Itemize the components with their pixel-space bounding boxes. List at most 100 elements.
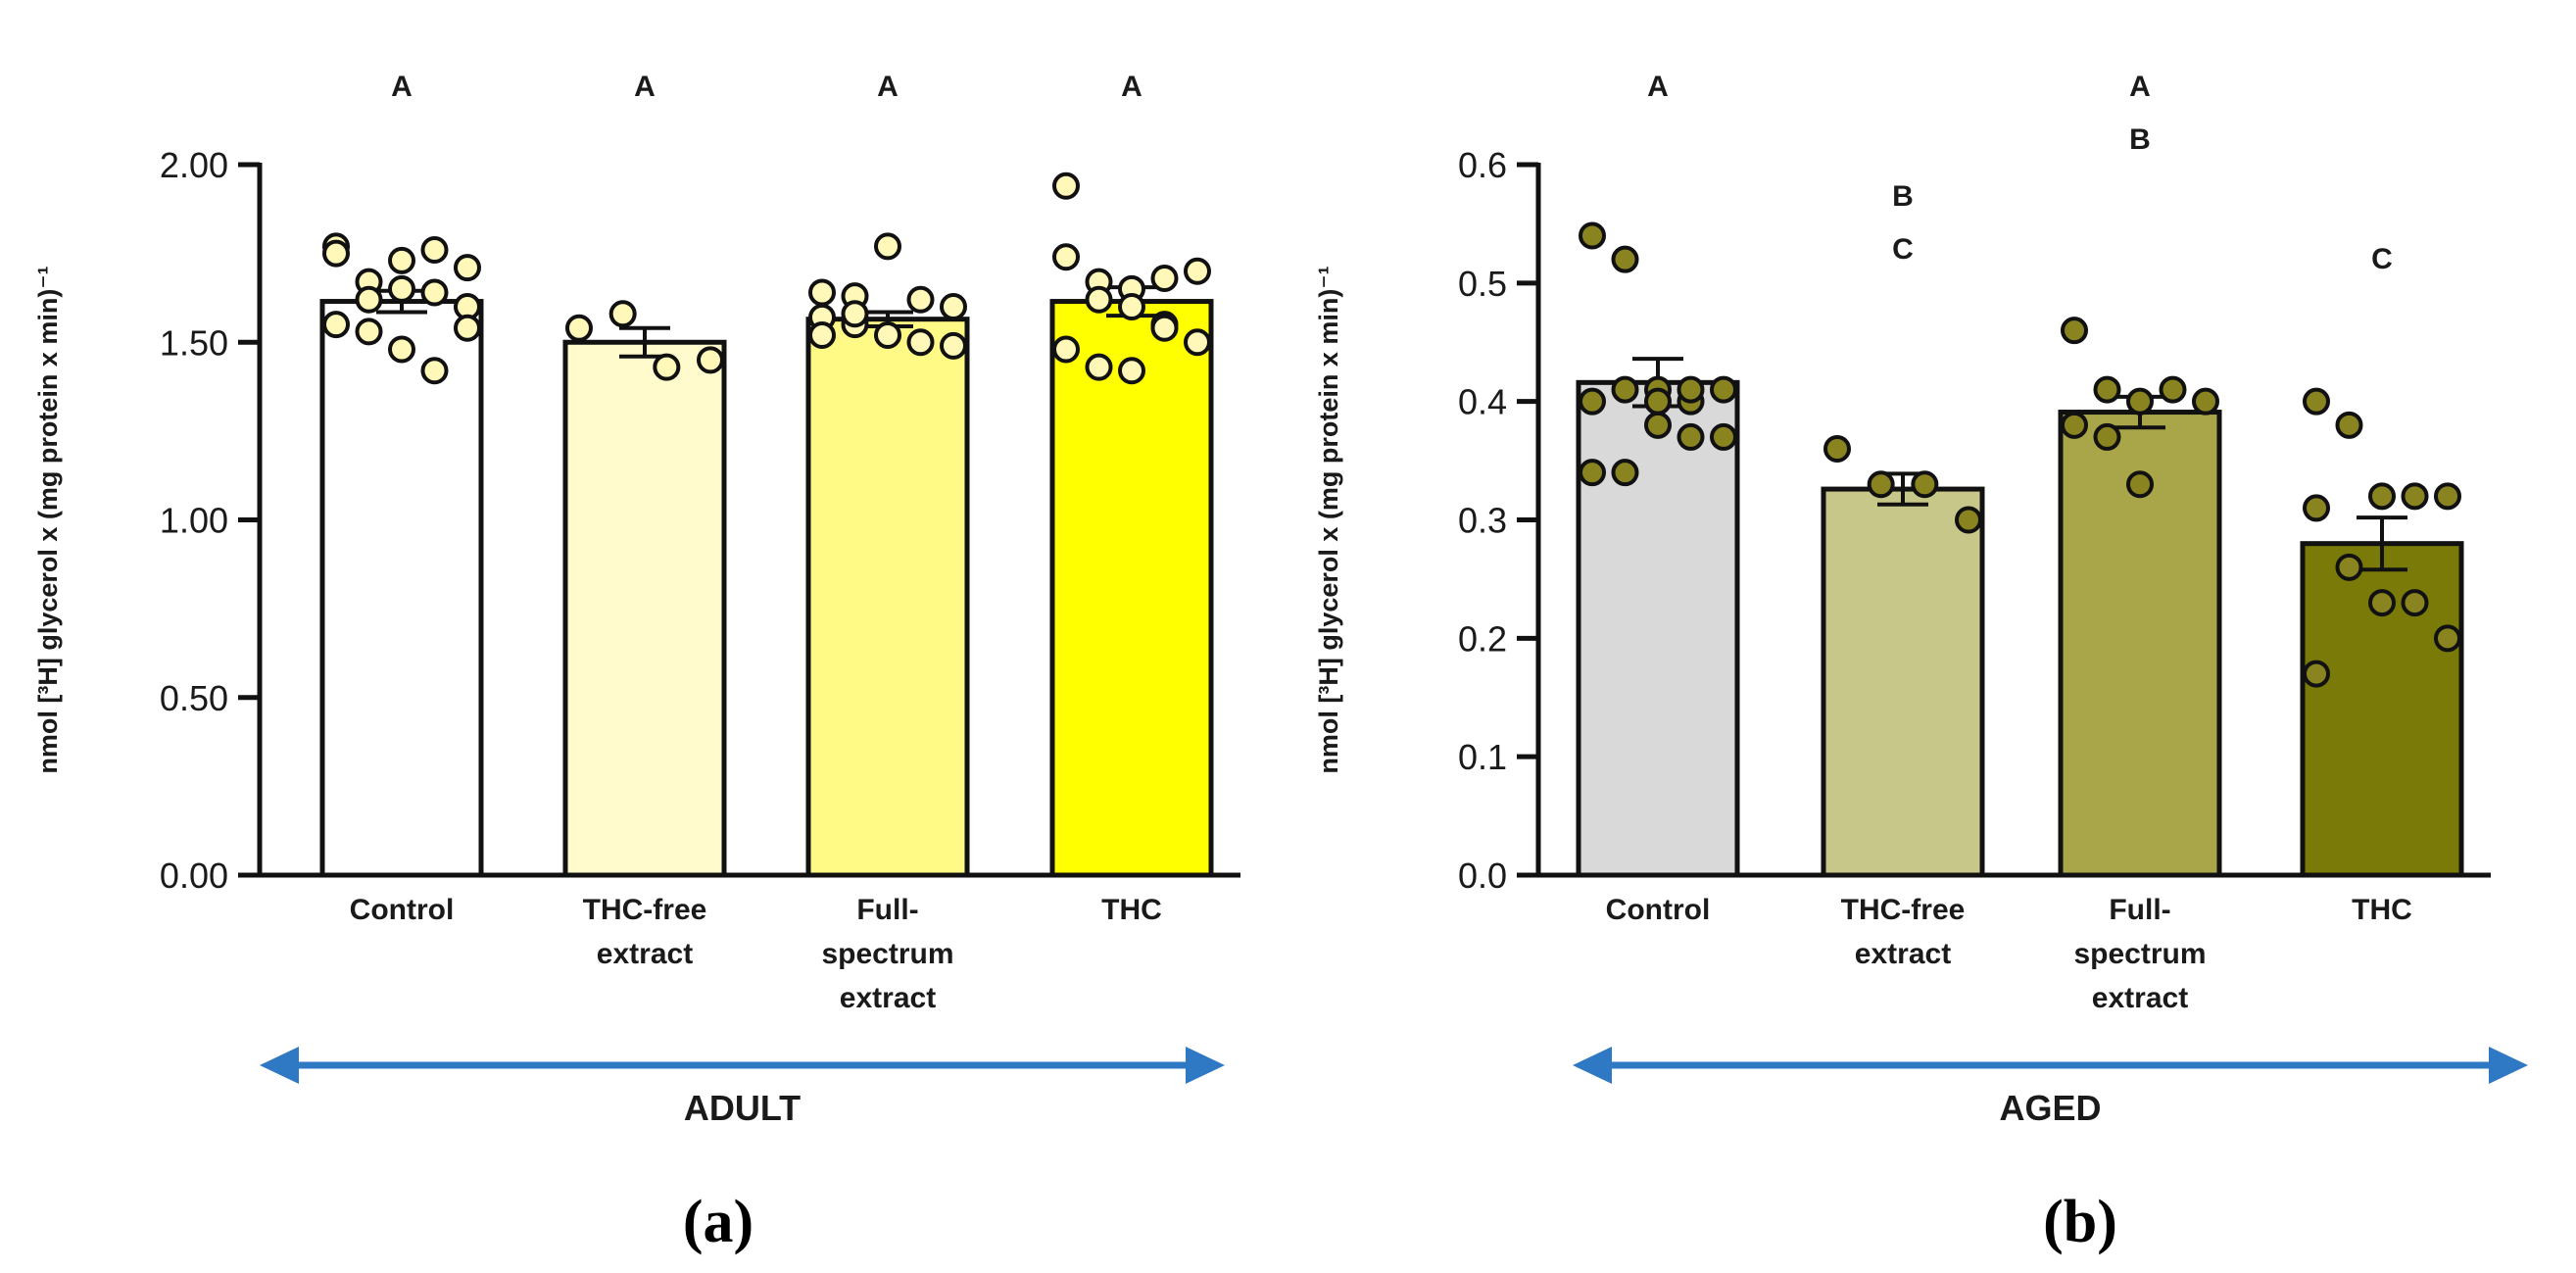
y-tick-label: 0.1 [1458,737,1507,777]
data-point [388,246,415,274]
data-point [2368,589,2396,617]
group-arrow-head-left [260,1047,299,1084]
data-point [1052,171,1080,200]
data-point [874,232,901,261]
data-point [1644,387,1672,416]
x-category-label: spectrum [2073,938,2206,970]
data-point [355,285,383,314]
data-point [2061,411,2088,439]
data-point [2335,553,2363,581]
data-point [355,318,383,346]
data-point [454,314,481,342]
significance-letter: C [2371,243,2393,275]
data-point [608,300,637,328]
x-category-label: THC [1101,894,1162,926]
data-point [388,335,415,364]
x-category-label: Control [1606,894,1711,926]
group-arrow-head-right [1186,1047,1225,1084]
data-point [1052,243,1080,271]
x-category-label: extract [1855,938,1951,970]
x-category-label: Full- [856,894,918,926]
bar [319,299,484,878]
data-point [1867,470,1895,499]
data-point [1677,422,1705,451]
data-point [1710,422,1737,451]
data-point [420,236,449,264]
group-arrow-head-left [1573,1047,1612,1084]
y-tick-label: 0.50 [160,678,228,718]
y-tick-label: 0.2 [1458,618,1507,659]
group-label: AGED [1999,1088,2101,1128]
bar [1821,486,1985,878]
y-tick-label: 2.00 [160,145,228,185]
significance-letter: C [1892,233,1914,266]
data-point [420,278,449,307]
x-category-label: spectrum [821,938,953,970]
significance-letter: A [391,71,413,103]
data-point [1955,506,1982,534]
data-point [841,300,869,328]
data-point [1052,335,1080,364]
data-point [454,254,481,282]
x-category-label: THC-free [1841,894,1966,926]
panel-label: (a) [683,1189,753,1255]
data-point [1118,293,1145,320]
y-axis-title: nmol [³H] glycerol x (mg protein x min)⁻… [1314,266,1343,773]
x-category-label: THC-free [583,894,707,926]
data-point [2434,482,2461,511]
data-point [2303,387,2330,416]
bar [1049,299,1214,878]
data-point [1579,459,1606,487]
x-category-label: Control [350,894,455,926]
significance-letter: A [1121,71,1142,103]
data-point [388,274,415,303]
data-point [1150,314,1179,342]
data-point [2126,470,2154,499]
y-tick-label: 0.00 [160,856,228,896]
x-category-label: Full- [2109,894,2170,926]
significance-letter: B [2129,123,2151,156]
data-point [1611,459,1639,487]
data-point [1611,245,1639,273]
data-point [653,353,681,381]
data-point [808,278,836,307]
data-point [1085,353,1113,381]
y-tick-label: 0.0 [1458,856,1507,896]
data-point [1611,375,1639,404]
significance-letter: A [634,71,656,103]
data-point [2335,411,2363,439]
data-point [2401,482,2429,511]
data-point [2093,375,2121,404]
x-category-label: THC [2352,894,2412,926]
data-point [322,239,350,268]
data-point [808,321,836,349]
data-point [2303,494,2330,522]
data-point [1579,221,1606,250]
data-point [1085,285,1113,314]
y-tick-label: 1.50 [160,322,228,363]
bar [805,317,970,878]
significance-letter: A [2129,71,2151,103]
data-point [565,314,593,342]
y-tick-label: 0.3 [1458,501,1507,541]
significance-letter: A [877,71,899,103]
significance-letter: A [1647,71,1669,103]
x-category-label: extract [597,938,693,970]
group-label: ADULT [684,1088,801,1128]
data-point [1677,375,1705,404]
data-point [2303,660,2330,688]
data-point [2159,375,2187,404]
data-point [1644,411,1672,439]
data-point [322,311,350,339]
significance-letter: B [1892,180,1914,213]
data-point [1579,387,1606,416]
x-category-label: extract [2092,982,2188,1014]
data-point [1184,257,1211,285]
y-tick-label: 0.6 [1458,145,1507,185]
data-point [2368,482,2396,511]
data-point [2093,422,2121,451]
y-tick-label: 1.00 [160,501,228,541]
data-point [874,321,901,349]
data-point [2401,589,2429,617]
